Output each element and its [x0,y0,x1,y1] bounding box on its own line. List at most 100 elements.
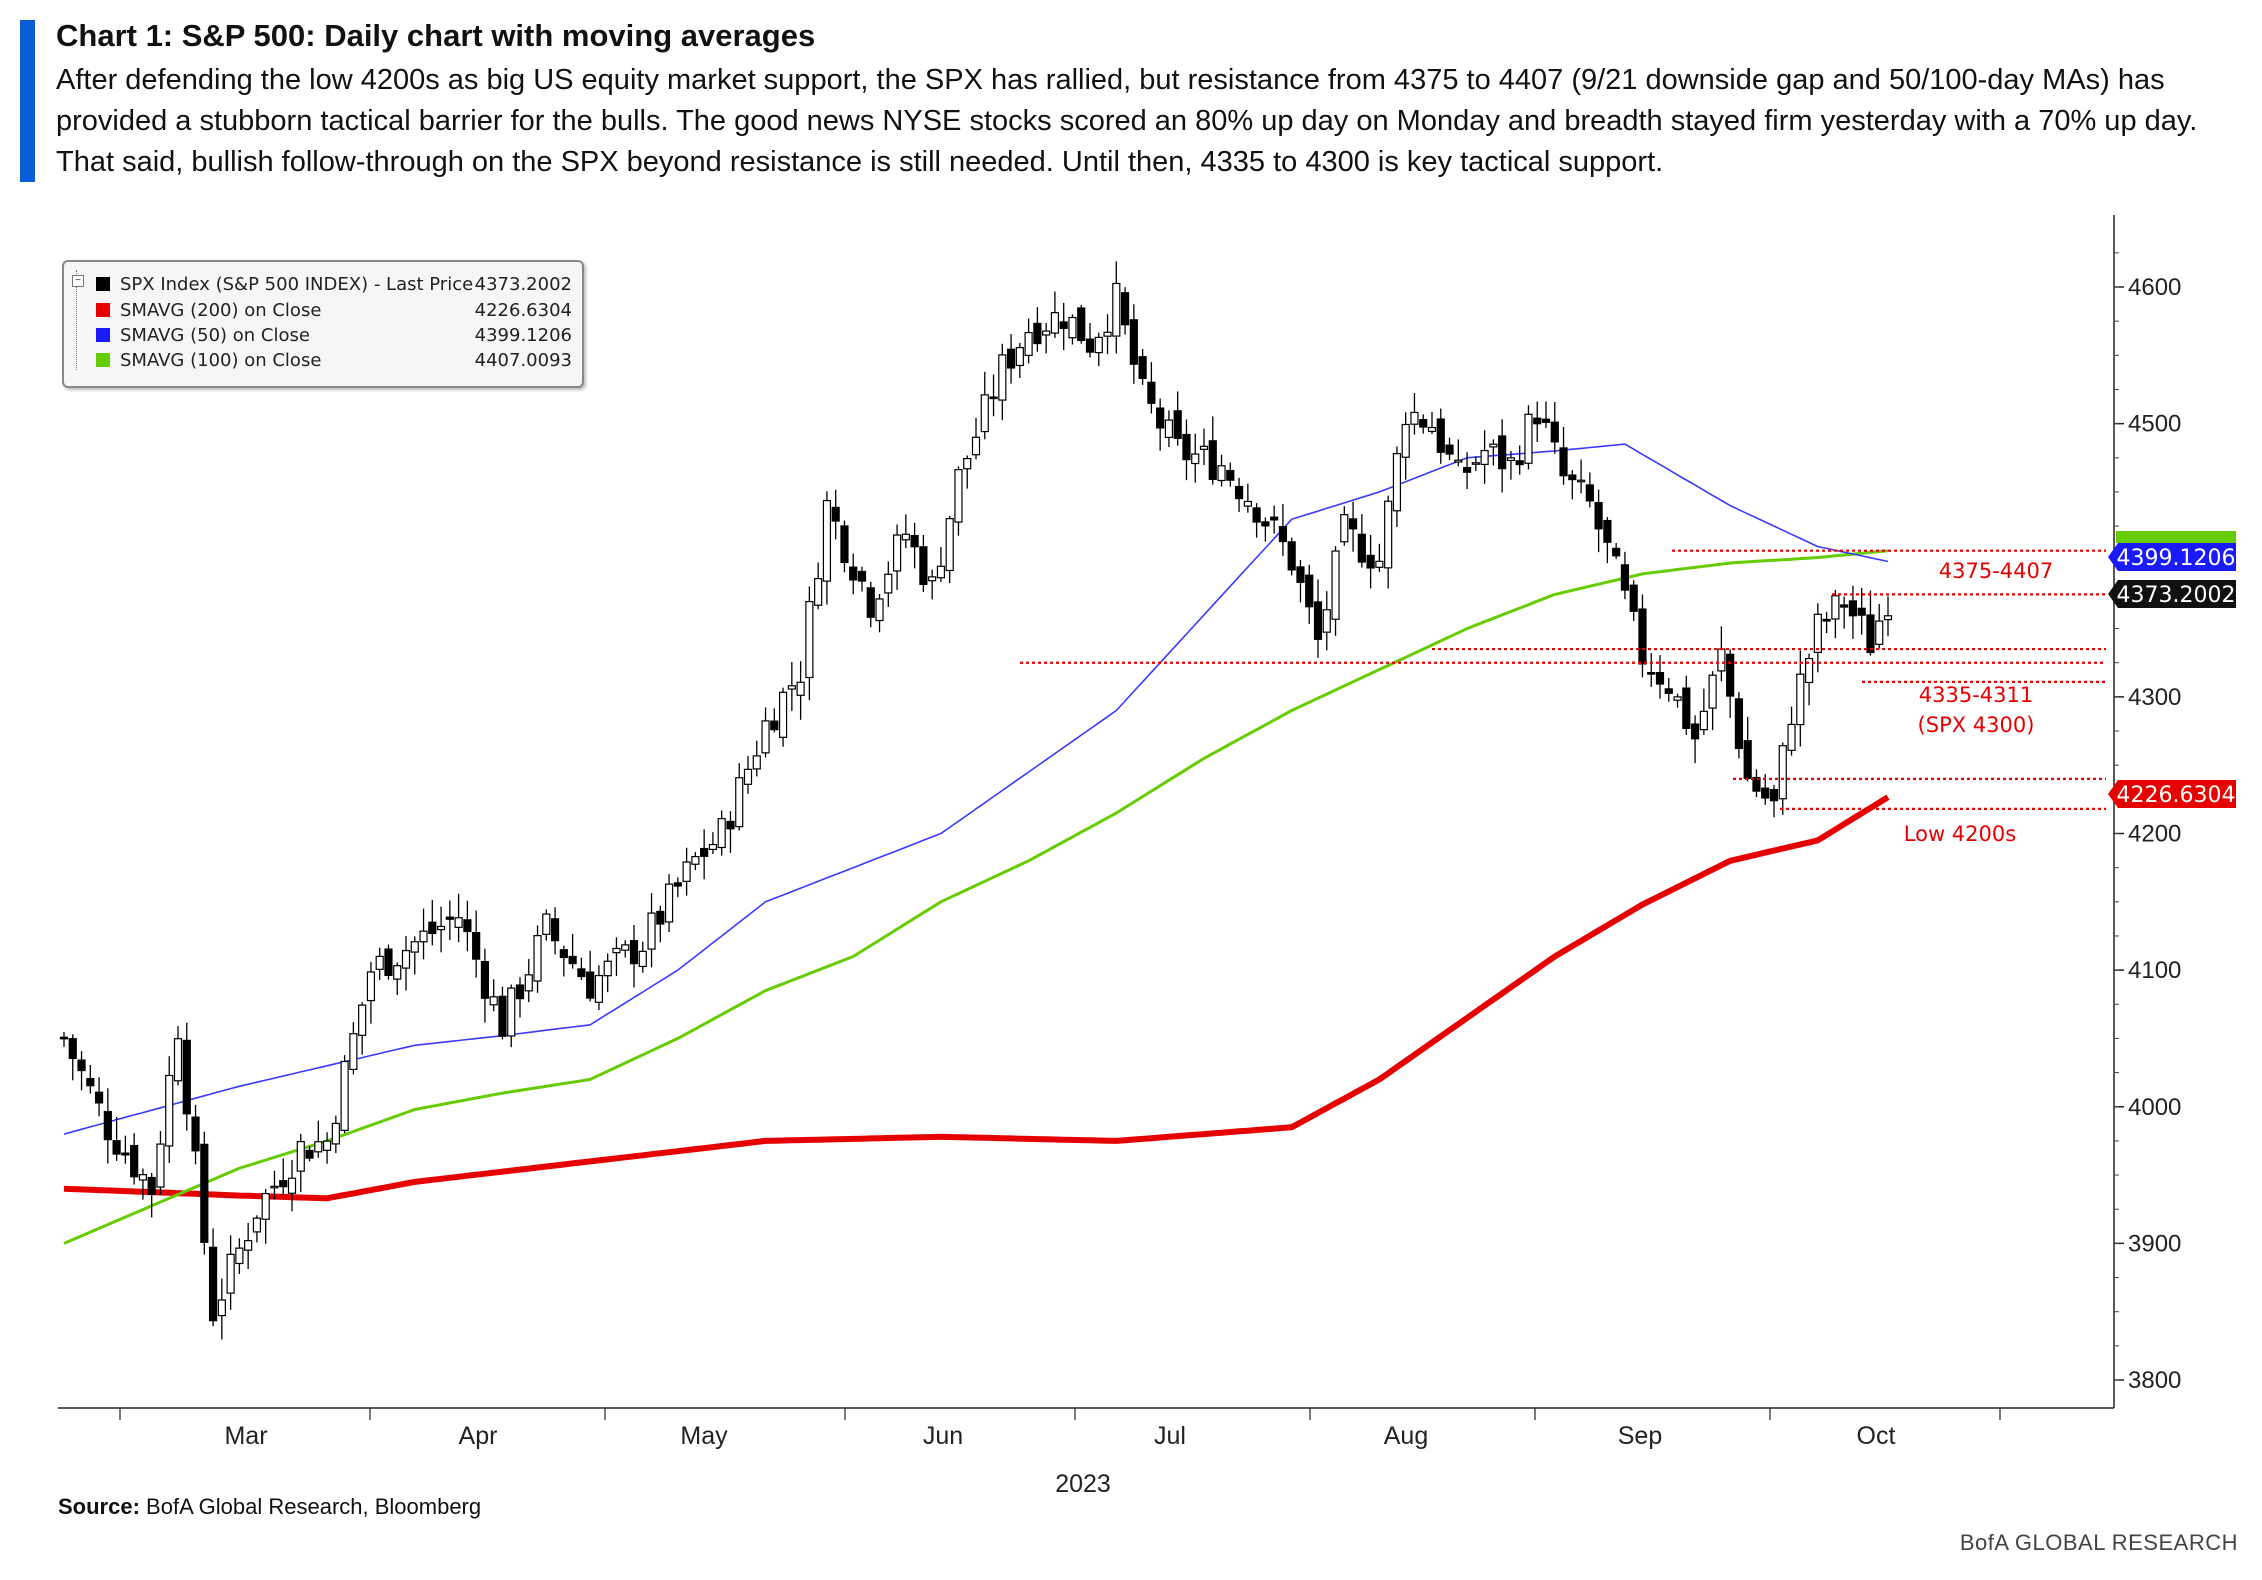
candle-down [1664,688,1673,694]
candle-down [208,1246,218,1322]
candle-down [1226,469,1235,481]
candle-up [1875,620,1884,645]
x-tick-label: May [680,1422,728,1450]
candle-down [191,1116,200,1152]
candle-up [1699,710,1708,731]
accent-bar [20,20,35,182]
candle-up [892,534,902,572]
candle-down [1647,672,1656,675]
candle-up [217,1299,226,1317]
candle-up [252,1217,262,1233]
candle-down [857,570,867,582]
candle-down [1559,447,1568,477]
candle-up [1576,479,1586,483]
candle-down [1655,671,1665,685]
candle-down [1541,418,1551,423]
candle-up [165,1074,174,1147]
candle-down [1568,474,1577,481]
collapse-icon[interactable]: − [72,275,84,287]
candle-down [77,1059,86,1072]
candle-up [1015,346,1024,367]
candle-down [1752,776,1761,792]
candle-down [103,1110,112,1141]
candle-down [1690,723,1700,740]
candle-up [954,469,963,523]
chart-legend: − SPX Index (S&P 500 INDEX) - Last Price… [62,260,584,388]
candle-up [1787,723,1796,751]
candle-down [463,919,472,933]
candle-up [1480,449,1489,466]
legend-label-sma50: SMAVG (50) on Close [120,325,310,346]
x-tick-label: Mar [224,1422,267,1450]
candle-down [866,587,875,618]
candle-up [717,818,726,849]
legend-swatch-spx [96,277,110,291]
candle-down [1357,533,1366,563]
candle-up [1384,500,1393,569]
candle-down [480,961,490,999]
candle-down [1620,564,1630,591]
candle-down [840,525,849,564]
candle-down [1612,547,1621,557]
candle-down [550,918,560,942]
candle-down [586,971,595,999]
candle-up [603,960,612,977]
candle-up [296,1141,305,1172]
candle-up [1112,282,1121,337]
price-tag-label: 4226.6304 [2117,783,2236,808]
candle-down [1033,322,1042,345]
price-tag [2108,780,2236,808]
candle-up [340,1060,349,1131]
candle-down [1120,292,1130,326]
candle-up [884,573,893,594]
candle-up [1778,745,1787,800]
candle-up [787,685,796,690]
candle-down [445,916,454,920]
description-line-3: That said, bullish follow-through on the… [56,146,1664,178]
candle-down [94,1091,104,1104]
candle-up [612,947,621,954]
sma100-tag-edge [2116,531,2236,543]
candle-down [1182,433,1191,461]
candle-up [875,598,884,622]
candle-up [1243,500,1252,507]
candle-up [156,1143,165,1188]
candle-down [1515,460,1524,466]
candle-up [261,1193,270,1220]
legend-item-sma50: SMAVG (50) on Close 4399.1206 [64,323,582,347]
candle-down [831,506,840,522]
x-year-label: 2023 [1055,1470,1111,1498]
legend-value-sma200: 4226.6304 [474,300,572,321]
candle-up [507,987,516,1037]
candle-up [1427,426,1437,432]
candle-down [1252,507,1261,523]
candle-down [1129,319,1138,365]
legend-swatch-sma100 [96,353,110,367]
candle-down [1270,516,1279,521]
candle-down [1261,521,1270,527]
candle-down [919,546,928,585]
candle-down [629,940,639,965]
legend-item-sma200: SMAVG (200) on Close 4226.6304 [64,298,582,322]
candle-down [1498,435,1507,470]
price-tag [2108,580,2236,608]
candle-up [796,681,805,696]
candle-up [1717,648,1726,672]
candle-down [726,820,735,830]
candle-up [401,949,411,969]
candle-up [524,974,533,992]
candle-down [1208,440,1217,480]
legend-swatch-sma50 [96,328,110,342]
y-tick-label: 4300 [2128,684,2181,711]
candle-down [1638,608,1647,665]
candle-down [112,1140,121,1155]
candle-up [235,1247,244,1265]
candle-down [1462,466,1472,473]
candle-up [410,941,419,953]
candle-down [656,910,665,925]
candle-up [244,1240,253,1251]
candle-down [1059,321,1068,329]
candle-down [1234,485,1244,500]
annotation-label: Low 4200s [1904,822,2016,846]
